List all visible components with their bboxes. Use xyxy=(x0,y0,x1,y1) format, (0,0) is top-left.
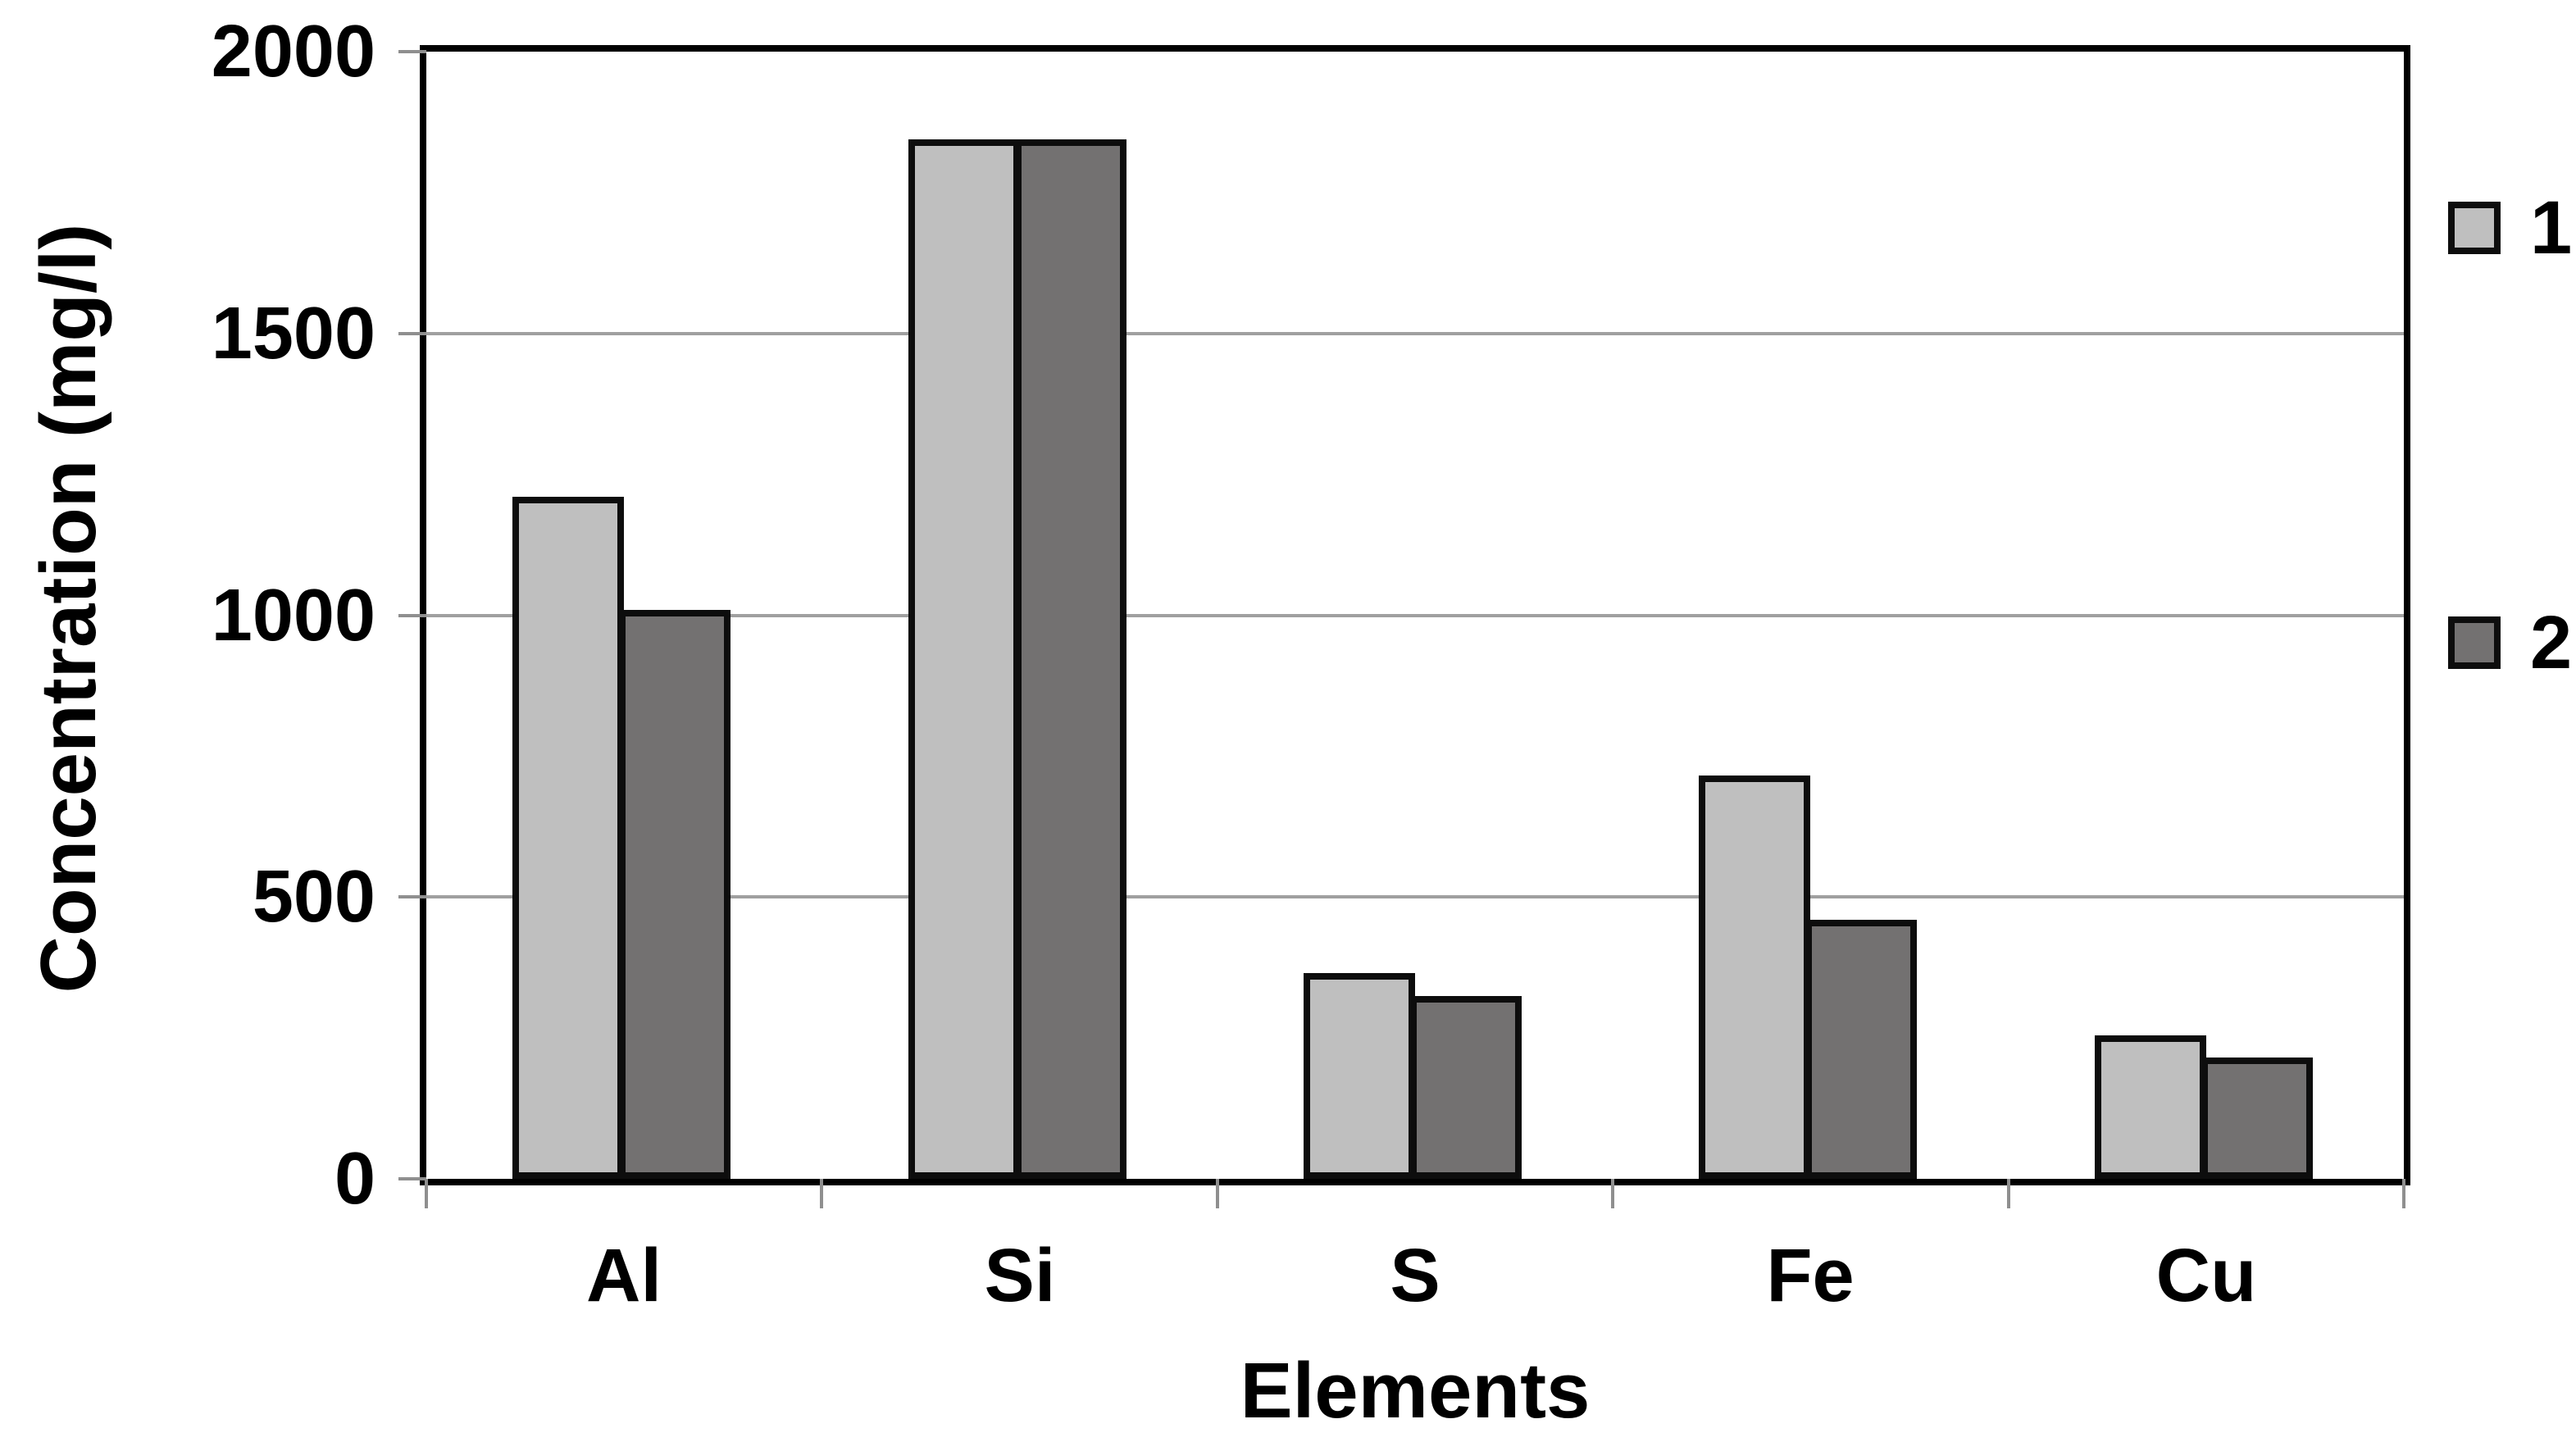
legend-swatch-2 xyxy=(2448,616,2501,669)
x-tick-label-al: Al xyxy=(586,1234,662,1317)
x-tick-mark-0 xyxy=(425,1179,428,1208)
x-tick-label-s: S xyxy=(1390,1234,1440,1317)
y-tick-label-500: 500 xyxy=(252,856,375,939)
x-tick-label-fe: Fe xyxy=(1766,1234,1855,1317)
y-tick-mark-0 xyxy=(398,1177,426,1180)
bar-s-series1 xyxy=(1304,973,1415,1179)
x-tick-label-si: Si xyxy=(984,1234,1056,1317)
gridline-500 xyxy=(426,895,2404,899)
x-tick-mark-2 xyxy=(1216,1179,1219,1208)
legend-item-2: 2 xyxy=(2448,605,2572,680)
y-tick-label-2000: 2000 xyxy=(211,11,375,93)
legend-item-1: 1 xyxy=(2448,190,2572,266)
y-tick-mark-1500 xyxy=(398,331,426,335)
x-tick-mark-5 xyxy=(2402,1179,2405,1208)
legend-label-1: 1 xyxy=(2530,186,2573,270)
x-tick-mark-1 xyxy=(820,1179,823,1208)
x-tick-mark-4 xyxy=(2007,1179,2010,1208)
y-tick-label-1500: 1500 xyxy=(211,292,375,375)
y-tick-label-0: 0 xyxy=(334,1138,375,1220)
bar-cu-series2 xyxy=(2201,1058,2313,1179)
legend-label-2: 2 xyxy=(2530,601,2573,685)
plot-area xyxy=(420,45,2410,1185)
x-tick-label-cu: Cu xyxy=(2155,1234,2257,1317)
x-axis-title: Elements xyxy=(1240,1347,1591,1435)
bar-fe-series2 xyxy=(1805,920,1917,1179)
gridline-1500 xyxy=(426,331,2404,335)
bar-s-series2 xyxy=(1410,996,1522,1179)
legend-swatch-1 xyxy=(2448,202,2501,254)
bar-si-series1 xyxy=(908,139,1020,1179)
y-tick-mark-2000 xyxy=(398,50,426,53)
x-tick-mark-3 xyxy=(1611,1179,1614,1208)
y-tick-mark-1000 xyxy=(398,613,426,617)
bar-al-series1 xyxy=(512,497,624,1179)
y-tick-mark-500 xyxy=(398,895,426,899)
gridline-1000 xyxy=(426,613,2404,617)
bar-si-series2 xyxy=(1015,139,1126,1179)
bar-cu-series1 xyxy=(2095,1035,2206,1179)
bar-al-series2 xyxy=(619,610,730,1179)
y-tick-label-1000: 1000 xyxy=(211,574,375,657)
bar-fe-series1 xyxy=(1699,776,1810,1179)
